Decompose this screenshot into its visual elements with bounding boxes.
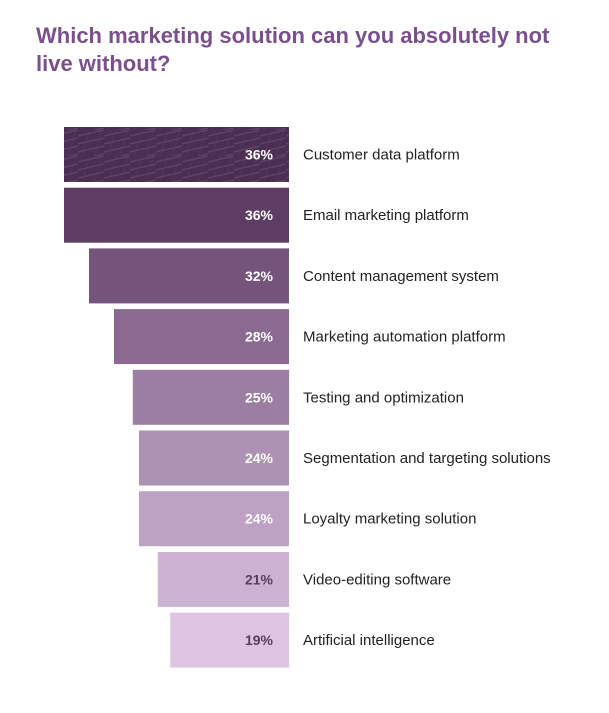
category-label: Content management system [303,268,499,285]
category-label: Customer data platform [303,147,460,164]
bar-value-label: 36% [245,147,274,163]
bar-2 [64,187,289,243]
bar-8 [157,551,290,607]
category-label: Loyalty marketing solution [303,511,476,528]
bar-3 [89,248,289,304]
bar-4 [114,309,289,365]
category-label: Email marketing platform [303,207,469,224]
bar-6 [139,430,289,486]
bar-value-label: 32% [245,268,274,284]
bar-5 [132,369,290,425]
bar-value-label: 19% [245,632,274,648]
bar-value-label: 36% [245,207,274,223]
bar-value-label: 25% [245,389,274,405]
bar-9 [170,612,290,668]
bar-1-texture [64,127,289,182]
category-label: Segmentation and targeting solutions [303,450,551,467]
bar-value-label: 24% [245,450,274,466]
bar-value-label: 28% [245,329,274,345]
category-label: Artificial intelligence [303,632,435,649]
bar-value-label: 21% [245,571,274,587]
chart-title: Which marketing solution can you absolut… [36,23,550,76]
category-label: Testing and optimization [303,389,464,406]
bar-value-label: 24% [245,511,274,527]
category-label: Video-editing software [303,571,451,588]
bar-7 [139,491,289,547]
category-label: Marketing automation platform [303,329,506,346]
